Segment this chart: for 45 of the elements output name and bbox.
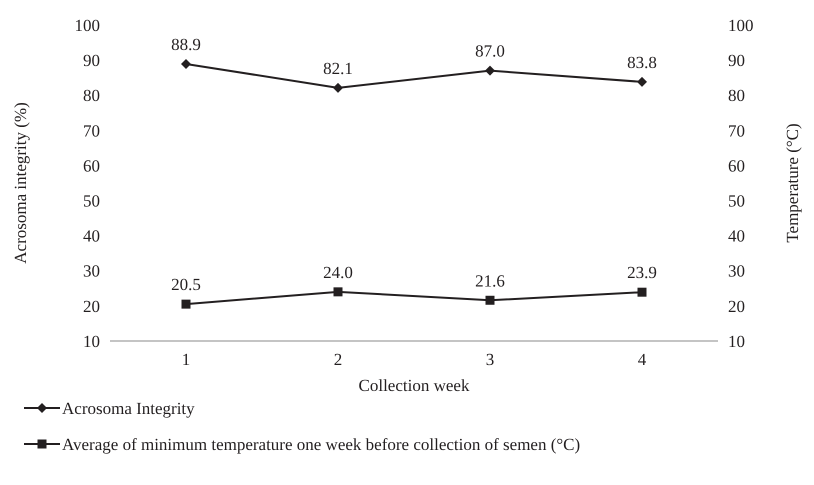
- y-tick-label: 70: [83, 121, 100, 140]
- y2-tick-label: 20: [728, 296, 745, 316]
- legend-label: Average of minimum temperature one week before collection of semen (°C): [62, 434, 580, 454]
- x-tick-label: 4: [638, 350, 647, 369]
- legend-label: Acrosoma Integrity: [62, 398, 196, 418]
- point: [637, 76, 647, 87]
- data-label: 82.1: [323, 58, 353, 78]
- x-tick-label: 1: [182, 350, 190, 369]
- y2-tick-label: 90: [728, 51, 745, 70]
- y-tick-label: 10: [83, 332, 100, 351]
- y-tick-label: 90: [83, 51, 100, 70]
- data-label: 24.0: [323, 262, 353, 282]
- point: [181, 58, 191, 69]
- point: [182, 300, 190, 309]
- y-tick-label: 100: [74, 16, 100, 35]
- y2-axis-title: Temperature (°C): [783, 123, 802, 243]
- data-label: 20.5: [171, 275, 201, 294]
- y2-tick-label: 10: [728, 332, 745, 351]
- x-tick-label: 3: [486, 350, 494, 369]
- y2-tick-label: 60: [728, 156, 745, 176]
- y-tick-label: 60: [83, 156, 100, 176]
- point: [485, 66, 495, 76]
- point: [333, 82, 343, 93]
- x-axis-title: Collection week: [358, 376, 470, 395]
- y2-tick-label: 70: [728, 121, 745, 140]
- point: [334, 287, 342, 296]
- y-tick-label: 50: [83, 192, 100, 211]
- y2-tick-label: 40: [728, 226, 745, 246]
- y-tick-label: 20: [83, 296, 100, 316]
- y2-tick-label: 50: [728, 192, 745, 211]
- x-tick-label: 2: [334, 350, 342, 369]
- data-label: 87.0: [475, 42, 505, 61]
- data-label: 21.6: [475, 271, 505, 290]
- y-tick-label: 40: [83, 226, 100, 246]
- point: [638, 288, 646, 297]
- y2-tick-label: 80: [728, 86, 745, 106]
- data-label: 83.8: [627, 52, 657, 72]
- data-label: 88.9: [171, 34, 201, 54]
- y-tick-label: 30: [83, 262, 100, 281]
- y-tick-label: 80: [83, 86, 100, 106]
- y2-tick-label: 30: [728, 262, 745, 281]
- data-label: 23.9: [627, 263, 657, 282]
- point: [486, 296, 494, 305]
- y2-tick-label: 100: [728, 16, 754, 35]
- y-axis-title: Acrosoma integrity (%): [11, 102, 30, 264]
